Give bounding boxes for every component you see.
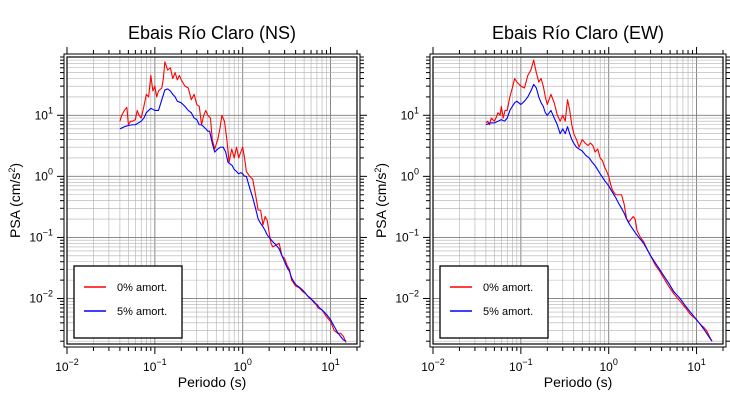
legend-label: 0% amort. <box>117 282 167 294</box>
y-tick-label: 101 <box>35 105 53 122</box>
x-tick-label: 100 <box>600 357 618 374</box>
x-tick-label: 10−1 <box>509 357 533 374</box>
x-axis-label: Periodo (s) <box>178 374 246 390</box>
y-tick-label: 101 <box>401 105 419 122</box>
series-line-0pct <box>119 61 347 343</box>
legend: 0% amort. 5% amort. <box>439 265 549 339</box>
x-tick-label: 101 <box>687 357 705 374</box>
x-tick-label: 10−1 <box>143 357 167 374</box>
series-line-0pct <box>485 59 713 342</box>
grid <box>432 56 724 344</box>
x-tick-label: 100 <box>234 357 252 374</box>
plot-frame <box>432 56 724 345</box>
legend-label: 0% amort. <box>483 282 533 294</box>
chart-panel-2: 10−2 10−1 100 101 10−2 10−1 100 101 Ebais Río Cl… <box>373 23 730 390</box>
y-tick-label: 100 <box>401 166 419 183</box>
plot-frame <box>66 56 358 345</box>
legend-box <box>439 265 549 339</box>
series-line-5pct <box>485 83 713 342</box>
legend: 0% amort. 5% amort. <box>73 265 183 339</box>
legend-label: 5% amort. <box>117 306 167 318</box>
y-tick-label: 10−2 <box>29 289 53 306</box>
y-axis-label: PSA (cm/s2) <box>373 163 389 238</box>
x-axis-label: Periodo (s) <box>544 374 612 390</box>
legend-box <box>73 265 183 339</box>
legend-label: 5% amort. <box>483 306 533 318</box>
x-tick-label: 10−2 <box>55 357 79 374</box>
x-tick-label: 101 <box>321 357 339 374</box>
y-axis-label: PSA (cm/s2) <box>7 163 23 238</box>
y-tick-label: 100 <box>35 166 53 183</box>
series-line-5pct <box>119 88 347 342</box>
y-tick-label: 10−1 <box>395 227 419 244</box>
frame-ticks <box>423 47 730 354</box>
y-tick-label: 10−2 <box>395 289 419 306</box>
y-tick-label: 10−1 <box>29 227 53 244</box>
chart-title: Ebais Río Claro (EW) <box>492 23 664 43</box>
x-tick-label: 10−2 <box>421 357 445 374</box>
chart-panel-1: 10−2 10−1 100 101 10−2 10−1 100 101 Ebais Río Cl… <box>7 23 367 390</box>
frame-ticks <box>57 47 367 354</box>
chart-title: Ebais Río Claro (NS) <box>128 23 296 43</box>
